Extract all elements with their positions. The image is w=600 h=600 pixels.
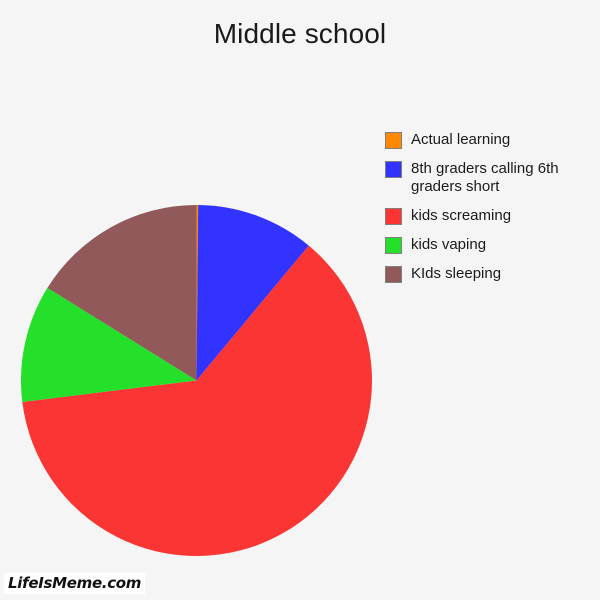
legend-swatch-icon — [385, 161, 402, 178]
pie-svg — [21, 205, 372, 556]
legend-item-kids-vaping[interactable]: kids vaping — [385, 236, 590, 254]
legend-item-actual-learning[interactable]: Actual learning — [385, 131, 590, 149]
legend-swatch-icon — [385, 208, 402, 225]
legend-swatch-icon — [385, 237, 402, 254]
legend-swatch-icon — [385, 266, 402, 283]
slice-actual-learning[interactable] — [196, 205, 199, 381]
legend-item-kids-sleeping[interactable]: KIds sleeping — [385, 265, 590, 283]
legend-item-label: 8th graders calling 6th graders short — [411, 160, 559, 195]
legend-swatch-icon — [385, 132, 402, 149]
slice-8th-graders[interactable] — [196, 205, 309, 381]
watermark: LifeIsMeme.com — [4, 573, 146, 594]
legend-item-label: Actual learning — [411, 131, 511, 148]
slice-kids-sleeping[interactable] — [47, 205, 197, 381]
legend-item-label: KIds sleeping — [411, 265, 502, 282]
pie-graphic — [21, 205, 372, 556]
slice-kids-vaping[interactable] — [21, 287, 197, 402]
chart-legend: Actual learning 8th graders calling 6th … — [385, 131, 590, 294]
chart-title: Middle school — [213, 18, 387, 49]
legend-item-label: kids vaping — [411, 236, 487, 253]
slice-kids-screaming[interactable] — [22, 245, 372, 556]
legend-item-8th-graders-calling-6th-graders-short[interactable]: 8th graders calling 6th graders short — [385, 160, 590, 196]
legend-item-kids-screaming[interactable]: kids screaming — [385, 207, 590, 225]
legend-item-label: kids screaming — [411, 207, 512, 224]
